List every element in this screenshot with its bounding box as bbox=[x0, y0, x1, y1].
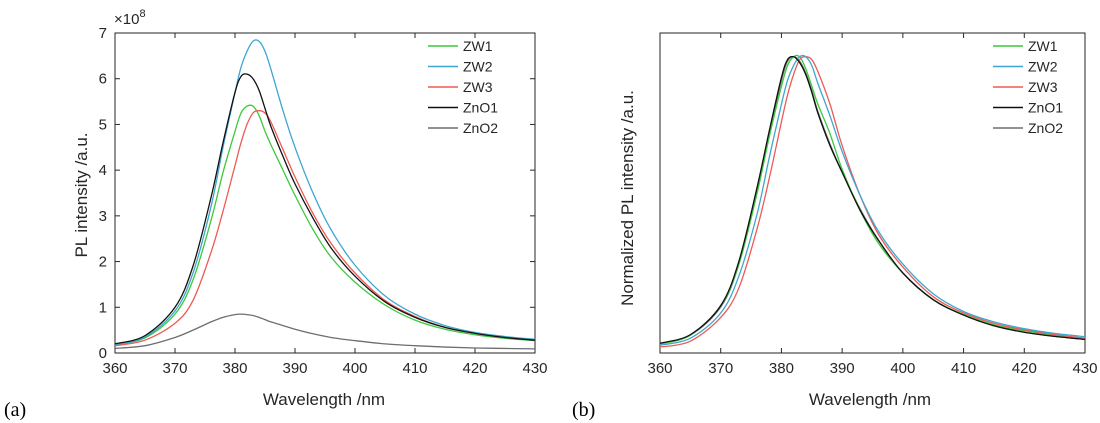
panel-a-x-tick-label: 420 bbox=[462, 360, 487, 377]
panel-b-series-zno1 bbox=[660, 55, 1085, 344]
panel-a-legend: ZW1 ZW2 ZW3 ZnO1 ZnO2 bbox=[428, 38, 498, 136]
panel-a-y-tick-label: 7 bbox=[99, 25, 107, 42]
panel-a-x-tick-label: 370 bbox=[162, 360, 187, 377]
panel-b-chart: 360 370 380 390 400 410 420 430 ZW1 ZW2 ZW3 ZnO1 ZnO… bbox=[647, 32, 1098, 377]
panel-b-legend-label-zno2: ZnO2 bbox=[1028, 120, 1063, 136]
panel-a-y-tick-label: 2 bbox=[99, 254, 107, 271]
panel-b-legend-label-zw1: ZW1 bbox=[1028, 38, 1058, 54]
panel-a-y-exponent-label: ×108 bbox=[114, 8, 146, 28]
panel-b-legend-label-zw3: ZW3 bbox=[1028, 79, 1058, 95]
panel-b-y-axis-label: Normalized PL intensity /a.u. bbox=[618, 90, 637, 306]
panel-a-y-tick-label: 1 bbox=[99, 299, 107, 316]
panel-b-label: (b) bbox=[572, 399, 595, 421]
panel-b-x-tick-label: 430 bbox=[1072, 360, 1097, 377]
panel-a-legend-label-zno1: ZnO1 bbox=[463, 100, 498, 116]
panel-a-y-tick-label: 3 bbox=[99, 208, 107, 225]
panel-b-x-tick-label: 400 bbox=[890, 360, 915, 377]
panel-b-x-tick-label: 380 bbox=[769, 360, 794, 377]
panel-a-y-tick-label: 5 bbox=[99, 116, 107, 133]
panel-a-series-zw2 bbox=[115, 39, 535, 346]
panel-a-x-tick-label: 400 bbox=[342, 360, 367, 377]
panel-a: (a) Wavelength /nm PL intensity /a.u. ×1… bbox=[4, 8, 385, 421]
panel-b: (b) Wavelength /nm Normalized PL intensi… bbox=[572, 90, 931, 421]
panel-a-x-tick-label: 360 bbox=[102, 360, 127, 377]
panel-a-legend-label-zw1: ZW1 bbox=[463, 38, 493, 54]
panel-a-x-axis-label: Wavelength /nm bbox=[263, 390, 385, 409]
panel-a-x-tick-label: 430 bbox=[522, 360, 547, 377]
panel-b-series-zw3 bbox=[660, 56, 1085, 348]
panel-b-legend-label-zno1: ZnO1 bbox=[1028, 100, 1063, 116]
panel-a-y-tick-label: 4 bbox=[99, 162, 107, 179]
panel-b-x-tick-label: 420 bbox=[1012, 360, 1037, 377]
panel-b-legend-label-zw2: ZW2 bbox=[1028, 59, 1058, 75]
panel-a-y-tick-label: 0 bbox=[99, 345, 107, 362]
panel-a-x-tick-label: 410 bbox=[402, 360, 427, 377]
panel-a-legend-label-zno2: ZnO2 bbox=[463, 120, 498, 136]
panel-a-series-lines bbox=[115, 39, 535, 350]
panel-a-y-exponent-base: ×10 bbox=[114, 11, 139, 28]
panel-b-series-lines bbox=[660, 54, 1085, 348]
panel-b-axes-frame bbox=[659, 32, 1086, 354]
panel-a-y-tick-label: 6 bbox=[99, 71, 107, 88]
panel-b-x-tick-label: 410 bbox=[951, 360, 976, 377]
panel-a-y-exponent-power: 8 bbox=[139, 8, 145, 20]
panel-a-series-zno1 bbox=[115, 73, 535, 345]
panel-a-legend-label-zw2: ZW2 bbox=[463, 59, 493, 75]
panel-a-x-tick-label: 390 bbox=[282, 360, 307, 377]
panel-a-chart: 360 370 380 390 400 410 420 43001234567ZW1ZW2ZW… bbox=[99, 25, 548, 377]
plots-layer: 360 370 380 390 400 410 420 43001234567ZW1ZW2ZW… bbox=[99, 25, 1098, 377]
panel-a-series-zw1 bbox=[115, 104, 535, 346]
panel-b-x-tick-label: 360 bbox=[647, 360, 672, 377]
panel-a-label: (a) bbox=[4, 399, 26, 421]
panel-a-legend-label-zw3: ZW3 bbox=[463, 79, 493, 95]
panel-a-axes-frame bbox=[114, 32, 536, 354]
panel-b-x-tick-label: 390 bbox=[830, 360, 855, 377]
panel-a-series-zno2 bbox=[115, 313, 535, 350]
panel-a-x-tick-label: 380 bbox=[222, 360, 247, 377]
panel-b-x-tick-label: 370 bbox=[708, 360, 733, 377]
panel-b-x-axis-label: Wavelength /nm bbox=[809, 390, 931, 409]
panel-b-legend: ZW1 ZW2 ZW3 ZnO1 ZnO2 bbox=[993, 38, 1063, 136]
panel-a-y-axis-label: PL intensity /a.u. bbox=[72, 132, 91, 257]
panel-b-series-zw2 bbox=[660, 54, 1085, 346]
